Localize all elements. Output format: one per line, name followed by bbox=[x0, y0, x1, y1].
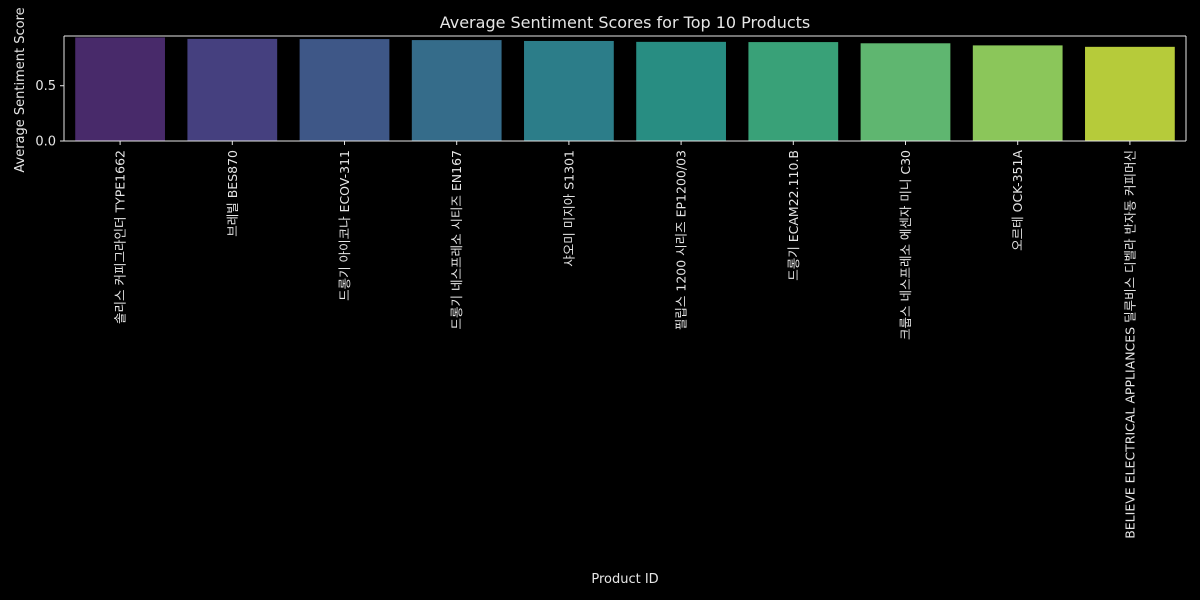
y-tick-label: 0.0 bbox=[35, 135, 56, 150]
bars-group bbox=[75, 37, 1175, 142]
y-axis-label: Average Sentiment Score bbox=[13, 7, 28, 172]
x-tick-label: 드롱기 네스프레소 시티즈 EN167 bbox=[449, 150, 464, 330]
x-tick-label: 드롱기 ECAM22.110.B bbox=[786, 150, 801, 281]
x-ticks-group: 솔리스 커피그라인더 TYPE1662 브레빌 BES870 드롱기 아이코나 EC… bbox=[113, 141, 1137, 539]
bar-1 bbox=[75, 37, 165, 141]
bar-9 bbox=[972, 45, 1063, 141]
bar-10 bbox=[1085, 46, 1175, 141]
x-tick-label: 필립스 1200 시리즈 EP1200/03 bbox=[674, 150, 689, 330]
x-tick-label: 솔리스 커피그라인더 TYPE1662 bbox=[113, 150, 128, 324]
x-tick-label: 브레빌 BES870 bbox=[225, 150, 240, 237]
x-axis-label: Product ID bbox=[591, 572, 658, 587]
x-tick-label: BELIEVE ELECTRICAL APPLIANCES 딜루비스 디벨라 반… bbox=[1122, 150, 1137, 539]
y-ticks-group: 0.0 0.5 bbox=[35, 79, 64, 150]
bar-5 bbox=[524, 40, 614, 141]
y-tick-label: 0.5 bbox=[35, 79, 56, 94]
bar-2 bbox=[187, 38, 278, 142]
x-tick-label: 드롱기 아이코나 ECOV-311 bbox=[337, 150, 352, 301]
bar-7 bbox=[748, 42, 839, 141]
bar-6 bbox=[636, 41, 726, 141]
bar-3 bbox=[299, 39, 390, 142]
chart-title: Average Sentiment Scores for Top 10 Prod… bbox=[440, 13, 811, 32]
axes-group bbox=[63, 35, 1187, 142]
bar-8 bbox=[860, 43, 951, 141]
x-tick-label: 크룹스 네스프레소 에센자 미니 C30 bbox=[898, 150, 913, 340]
x-tick-label: 오르테 OCK-351A bbox=[1010, 150, 1025, 251]
x-tick-label: 샤오미 미지아 S1301 bbox=[561, 150, 576, 267]
bar-4 bbox=[411, 40, 502, 142]
